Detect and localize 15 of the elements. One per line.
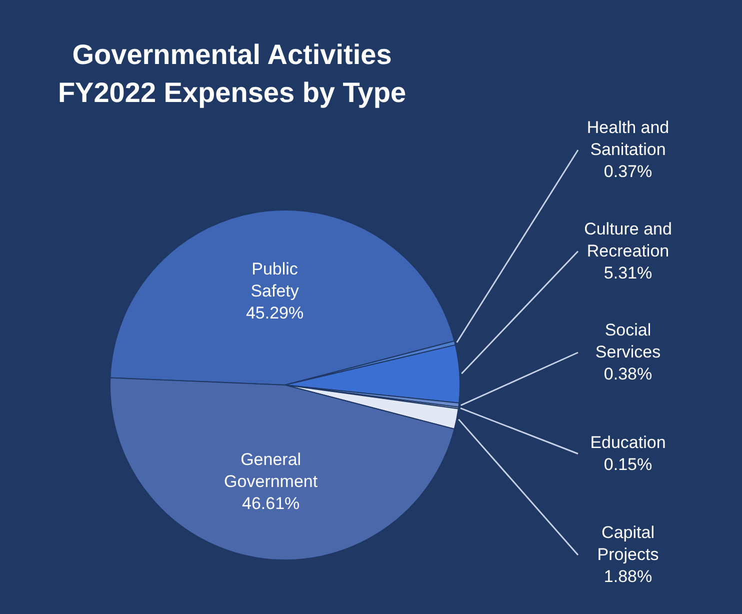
slice-label: Public Safety [250, 259, 300, 300]
data-label: 0.15% [604, 454, 652, 474]
data-label: 0.38% [604, 364, 652, 384]
data-label: 0.37% [604, 162, 652, 181]
slice-label: General Government [224, 450, 318, 492]
data-label: 45.29% [246, 303, 304, 322]
slice-label: Capital Projects [597, 523, 659, 564]
slice-label: Culture and Recreation [584, 219, 672, 260]
data-label: 1.88% [604, 567, 652, 586]
data-label: 5.31% [604, 263, 652, 282]
slice-label: Health and Sanitation [586, 118, 670, 159]
slice-label: Social Services [595, 320, 661, 362]
chart-title: Governmental Activities FY2022 Expenses by Type [58, 39, 406, 108]
data-label: 46.61% [242, 494, 300, 514]
slice-label: Education [590, 432, 666, 452]
